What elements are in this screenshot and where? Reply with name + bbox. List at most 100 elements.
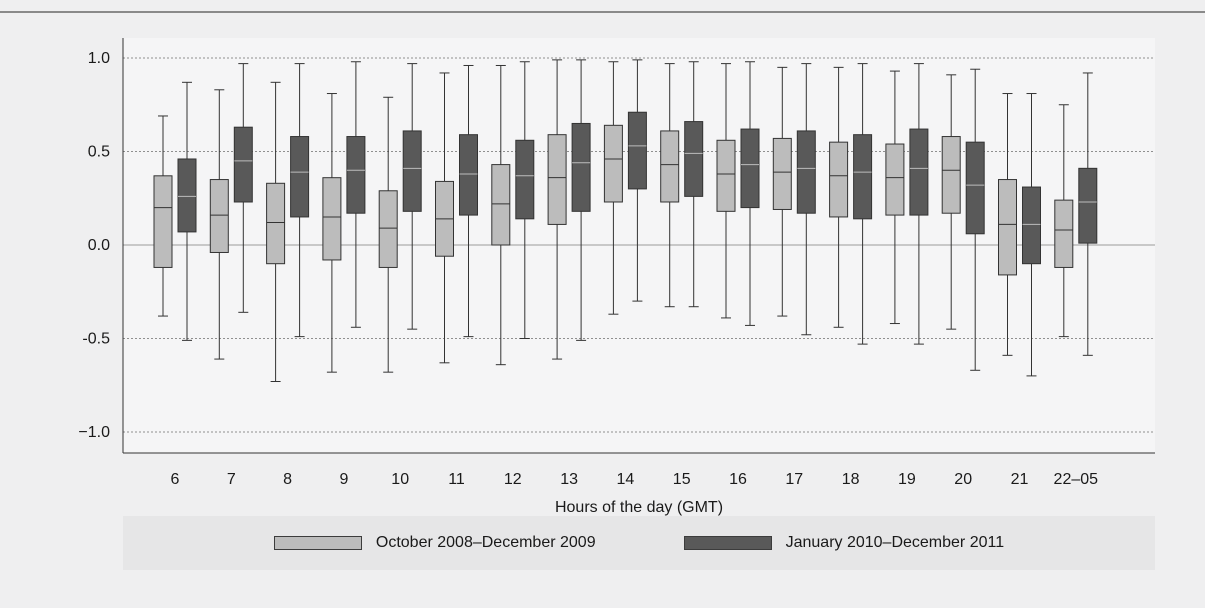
box-1 <box>322 93 342 373</box>
box-1 <box>547 59 567 360</box>
x-tick-label: 7 <box>227 471 236 488</box>
legend-label-series-2: January 2010–December 2011 <box>785 534 1005 551</box>
x-tick-label: 20 <box>954 471 972 488</box>
boxes <box>153 59 1098 383</box>
box-2 <box>290 63 310 338</box>
box-1 <box>716 63 736 319</box>
iqr-box <box>941 136 961 214</box>
box-2 <box>965 68 985 371</box>
iqr-box <box>772 137 792 210</box>
box-2 <box>571 59 591 341</box>
box-1 <box>998 93 1017 356</box>
x-tick-label: 16 <box>729 471 747 488</box>
iqr-box <box>322 177 342 261</box>
y-tick-label: -0.5 <box>82 331 110 348</box>
legend-item-series-2: January 2010–December 2011 <box>683 534 1005 552</box>
x-tick-label: 17 <box>785 471 803 488</box>
box-2 <box>515 61 535 339</box>
iqr-box <box>829 141 849 218</box>
iqr-box <box>998 179 1017 276</box>
legend: October 2008–December 2009 January 2010–… <box>123 516 1155 570</box>
iqr-box <box>660 130 680 203</box>
box-plot-chart: −1.0 -0.5 0.0 0.5 1.0 6 7 8 9 10 11 12 13 14 15 16 17 18 1… <box>78 38 1155 516</box>
iqr-box <box>459 134 478 216</box>
iqr-box <box>627 111 647 190</box>
x-tick-label: 19 <box>898 471 916 488</box>
y-tick-label: 0.5 <box>88 144 110 161</box>
box-1 <box>941 74 961 330</box>
iqr-box <box>266 182 286 265</box>
box-2 <box>1022 93 1041 377</box>
iqr-box <box>153 175 173 268</box>
iqr-box <box>716 139 736 212</box>
x-tick-label: 21 <box>1011 471 1029 488</box>
iqr-box <box>1054 199 1074 268</box>
box-2 <box>1078 72 1098 356</box>
box-2 <box>740 61 760 326</box>
box-1 <box>885 70 905 325</box>
iqr-box <box>346 136 366 214</box>
iqr-box <box>233 126 253 203</box>
box-2 <box>177 81 197 341</box>
x-tick-label: 15 <box>673 471 691 488</box>
box-2 <box>459 64 478 338</box>
box-1 <box>266 81 286 383</box>
box-2 <box>853 63 873 345</box>
iqr-box <box>1022 186 1041 265</box>
iqr-box <box>515 139 535 220</box>
iqr-box <box>603 124 623 203</box>
iqr-box <box>853 134 873 220</box>
box-2 <box>909 63 929 345</box>
top-rule <box>0 11 1205 13</box>
box-1 <box>660 63 680 308</box>
y-tick-label: −1.0 <box>78 424 110 441</box>
legend-label-series-1: October 2008–December 2009 <box>375 534 596 551</box>
box-2 <box>402 63 422 330</box>
x-tick-label: 14 <box>617 471 635 488</box>
iqr-box <box>909 128 929 216</box>
y-tick-label: 0.0 <box>88 237 110 254</box>
iqr-box <box>378 190 398 268</box>
iqr-box <box>209 179 229 253</box>
box-1 <box>491 64 511 366</box>
box-1 <box>378 96 398 373</box>
iqr-box <box>684 121 704 197</box>
x-tick-label: 11 <box>448 471 465 488</box>
iqr-box <box>1078 167 1098 244</box>
iqr-box <box>177 158 197 233</box>
box-2 <box>796 63 816 336</box>
box-1 <box>435 72 454 364</box>
box-2 <box>684 61 704 308</box>
box-2 <box>233 63 253 313</box>
legend-swatch-series-1 <box>273 536 362 550</box>
x-tick-label: 18 <box>842 471 860 488</box>
x-tick-label: 8 <box>283 471 292 488</box>
x-axis-title: Hours of the day (GMT) <box>555 499 723 516</box>
axes <box>122 38 1155 454</box>
legend-swatch-series-2 <box>683 536 772 550</box>
iqr-box <box>885 143 905 216</box>
x-tick-label: 22–05 <box>1054 471 1099 488</box>
x-tick-label: 10 <box>391 471 409 488</box>
box-2 <box>627 59 647 302</box>
box-1 <box>153 115 173 317</box>
iqr-box <box>740 128 760 209</box>
box-1 <box>603 61 623 315</box>
iqr-box <box>571 122 591 212</box>
iqr-box <box>796 130 816 214</box>
x-tick-label: 9 <box>339 471 348 488</box>
box-1 <box>209 89 229 360</box>
iqr-box <box>402 130 422 212</box>
axis-labels: −1.0 -0.5 0.0 0.5 1.0 6 7 8 9 10 11 12 13 14 15 16 17 18 1… <box>78 50 1098 488</box>
box-2 <box>346 61 366 328</box>
x-tick-label: 13 <box>560 471 578 488</box>
box-1 <box>772 66 792 317</box>
iqr-box <box>965 141 985 235</box>
x-tick-label: 6 <box>171 471 180 488</box>
box-1 <box>829 66 849 328</box>
box-1 <box>1054 104 1074 338</box>
legend-item-series-1: October 2008–December 2009 <box>273 534 596 552</box>
x-tick-label: 12 <box>504 471 522 488</box>
iqr-box <box>290 136 310 218</box>
iqr-box <box>491 164 511 246</box>
